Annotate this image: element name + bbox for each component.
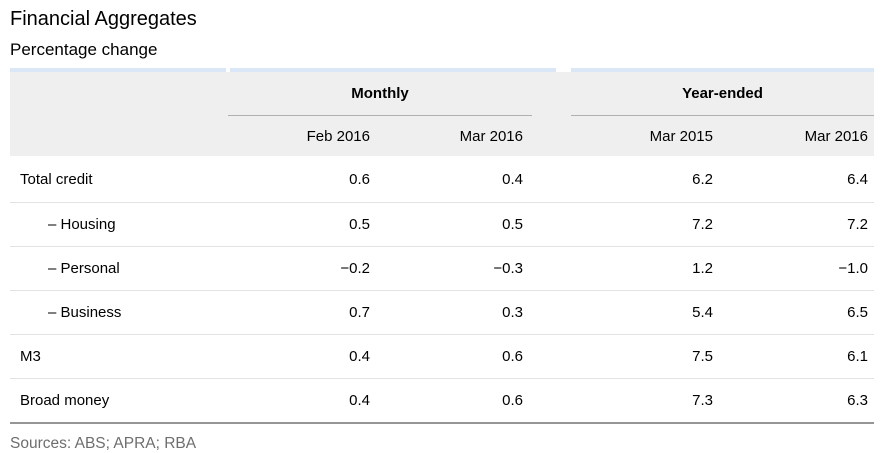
cell-value: −0.3: [493, 260, 523, 277]
cell-value: 0.4: [502, 170, 523, 188]
group-rule-monthly: [228, 115, 532, 116]
column-header-row: Feb 2016 Mar 2016 Mar 2015 Mar 2016: [10, 116, 874, 156]
page-title: Financial Aggregates: [10, 8, 197, 30]
cell-value: 7.2: [847, 216, 868, 233]
column-header-feb-2016: Feb 2016: [306, 127, 370, 145]
cell-value: 0.5: [502, 216, 523, 233]
cell-value: 0.6: [502, 392, 523, 409]
cell-value: 6.4: [847, 170, 868, 188]
row-label: Total credit: [20, 170, 93, 188]
table-row-personal: – Personal −0.2 −0.3 1.2 −1.0: [10, 246, 874, 290]
page-subtitle: Percentage change: [10, 40, 158, 59]
cell-value: 6.1: [847, 348, 868, 365]
cell-value: 7.5: [692, 348, 713, 365]
cell-value: 6.2: [692, 170, 713, 188]
cell-value: −0.2: [340, 260, 370, 277]
accent-bar-year-ended: [571, 68, 874, 72]
column-header-mar-2016-year-ended: Mar 2016: [804, 127, 868, 145]
cell-value: 0.4: [349, 348, 370, 365]
cell-value: 0.5: [349, 216, 370, 233]
column-header-mar-2015: Mar 2015: [649, 127, 713, 145]
cell-value: 7.3: [692, 392, 713, 409]
table-row-business: – Business 0.7 0.3 5.4 6.5: [10, 290, 874, 334]
sources-note: Sources: ABS; APRA; RBA: [10, 435, 197, 452]
cell-value: 5.4: [692, 304, 713, 321]
cell-value: 6.5: [847, 304, 868, 321]
cell-value: 0.3: [502, 304, 523, 321]
table-body: Total credit 0.6 0.4 6.2 6.4 – Housing 0…: [10, 156, 874, 424]
cell-value: 1.2: [692, 260, 713, 277]
column-header-mar-2016-monthly: Mar 2016: [459, 127, 523, 145]
row-label: M3: [20, 348, 41, 365]
table-row-m3: M3 0.4 0.6 7.5 6.1: [10, 334, 874, 378]
table-row-broad-money: Broad money 0.4 0.6 7.3 6.3: [10, 378, 874, 422]
row-label: – Housing: [48, 216, 116, 233]
financial-table: Monthly Year-ended Feb 2016 Mar 2016 Mar…: [10, 68, 874, 424]
cell-value: 0.4: [349, 392, 370, 409]
group-label-year-ended: Year-ended: [682, 84, 763, 102]
row-label: Broad money: [20, 392, 110, 409]
table-row-housing: – Housing 0.5 0.5 7.2 7.2: [10, 202, 874, 246]
row-label: – Personal: [48, 260, 120, 277]
cell-value: 7.2: [692, 216, 713, 233]
group-rule-year-ended: [571, 115, 874, 116]
cell-value: 0.6: [349, 170, 370, 188]
cell-value: 6.3: [847, 392, 868, 409]
table-header: Monthly Year-ended Feb 2016 Mar 2016 Mar…: [10, 72, 874, 156]
accent-bar-labels: [10, 68, 226, 72]
cell-value: 0.7: [349, 304, 370, 321]
table-top-accent: [10, 68, 874, 72]
group-label-monthly: Monthly: [351, 84, 409, 102]
accent-bar-monthly: [230, 68, 556, 72]
cell-value: 0.6: [502, 348, 523, 365]
cell-value: −1.0: [838, 260, 868, 277]
row-label: – Business: [48, 304, 122, 321]
table-row-total-credit: Total credit 0.6 0.4 6.2 6.4: [10, 156, 874, 202]
